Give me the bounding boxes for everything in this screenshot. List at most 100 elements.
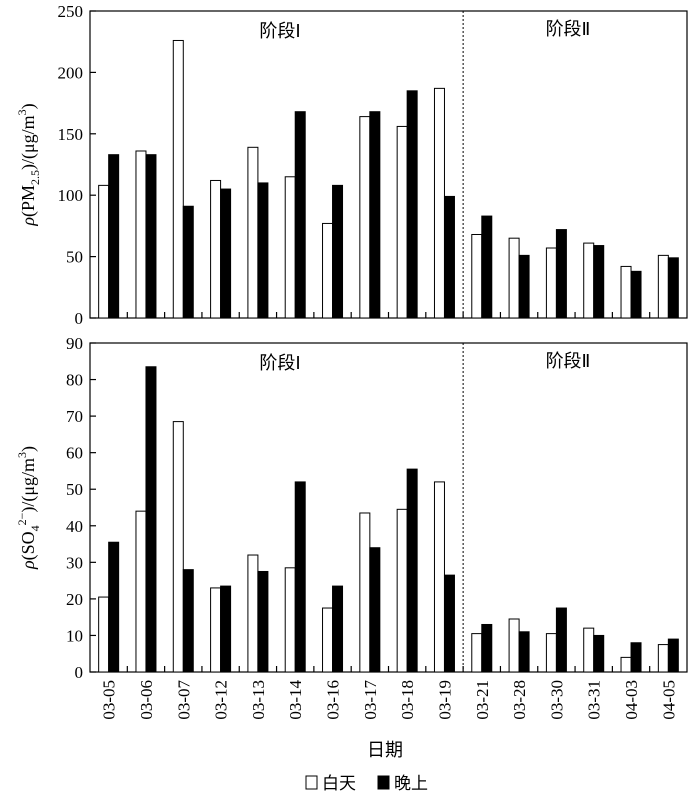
bar-night-03-30 <box>555 229 567 319</box>
x-tick-label: 03-16 <box>324 680 343 720</box>
bar-night-03-30 <box>555 607 567 673</box>
bar-night-03-18 <box>406 468 418 673</box>
x-tick-label: 03-18 <box>398 680 417 720</box>
bar-day-03-06 <box>135 150 147 319</box>
x-tick-label: 03-06 <box>137 680 156 720</box>
bar-night-03-28 <box>518 631 530 673</box>
x-axis-label: 日期 <box>367 740 403 761</box>
bar-day-03-31 <box>583 627 595 673</box>
bar-day-03-12 <box>210 179 222 319</box>
bar-night-04-05 <box>667 257 679 319</box>
phase-label-1: 阶段Ⅰ <box>259 353 300 374</box>
y-tick-label: 80 <box>66 371 83 390</box>
bar-day-03-28 <box>508 618 520 673</box>
bar-night-03-19 <box>443 195 455 319</box>
bar-day-04-03 <box>620 265 632 319</box>
bar-day-03-19 <box>433 87 445 319</box>
bar-day-03-17 <box>359 116 371 319</box>
bar-night-03-18 <box>406 90 418 319</box>
bar-day-03-16 <box>322 607 334 673</box>
x-tick-label: 03-28 <box>510 680 529 720</box>
bar-day-03-12 <box>210 587 222 673</box>
phase-label-1: 阶段Ⅰ <box>259 21 300 42</box>
bar-night-04-03 <box>630 642 642 673</box>
bar-night-03-14 <box>294 111 306 319</box>
y-tick-label: 40 <box>66 517 83 536</box>
y-tick-label: 250 <box>58 2 84 21</box>
bar-day-03-06 <box>135 510 147 673</box>
bar-night-04-05 <box>667 638 679 673</box>
bar-day-03-07 <box>172 421 184 673</box>
bar-day-03-13 <box>247 554 259 673</box>
x-tick-label: 03-12 <box>212 680 231 720</box>
bar-night-04-03 <box>630 270 642 319</box>
bar-night-03-31 <box>593 245 605 319</box>
legend-label-2: 晚上 <box>394 774 428 794</box>
chart-panel-2: 0 10 20 30 40 50 60 70 80 90 阶段Ⅰ 阶段Ⅱ 03-05 03-06 03-07… <box>15 334 688 720</box>
bar-day-03-05 <box>98 184 110 319</box>
bar-day-03-31 <box>583 242 595 319</box>
x-tick-label: 03-13 <box>249 680 268 720</box>
bar-night-03-17 <box>369 547 381 673</box>
legend-swatch-1 <box>305 775 318 790</box>
bar-day-03-07 <box>172 39 184 319</box>
x-tick-label: 03-21 <box>473 680 492 720</box>
bar-day-03-30 <box>545 633 557 673</box>
x-tick-label: 03-05 <box>100 680 119 720</box>
bar-day-03-16 <box>322 222 334 319</box>
y-tick-label: 70 <box>66 407 83 426</box>
bar-night-03-12 <box>220 585 232 673</box>
y-tick-label: 200 <box>58 63 84 82</box>
phase-label-2: 阶段Ⅱ <box>546 19 591 40</box>
bar-night-03-16 <box>332 585 344 673</box>
phase-label-2: 阶段Ⅱ <box>546 351 591 372</box>
bar-night-03-21 <box>481 623 493 673</box>
bar-day-03-13 <box>247 146 259 319</box>
y-tick-label: 100 <box>58 186 84 205</box>
x-tick-label: 03-31 <box>585 680 604 720</box>
y-tick-label: 20 <box>66 590 83 609</box>
y-tick-label: 50 <box>66 248 83 267</box>
bar-night-03-17 <box>369 111 381 319</box>
legend-label-1: 白天 <box>322 774 356 794</box>
x-tick-label: 03-14 <box>286 680 305 720</box>
bar-day-03-30 <box>545 247 557 319</box>
bar-day-03-21 <box>471 233 483 319</box>
bar-day-03-17 <box>359 512 371 673</box>
y-tick-label: 150 <box>58 125 84 144</box>
bar-day-03-05 <box>98 596 110 673</box>
bar-night-03-28 <box>518 254 530 319</box>
y-tick-label: 0 <box>75 663 84 682</box>
y-axis-label: ρ(PM2.5)/(μg/m3) <box>15 103 42 226</box>
y-tick-label: 50 <box>66 480 83 499</box>
bar-night-03-05 <box>108 154 120 319</box>
y-tick-label: 10 <box>66 626 83 645</box>
bar-night-03-13 <box>257 570 269 673</box>
y-tick-label: 60 <box>66 444 83 463</box>
y-tick-label: 30 <box>66 553 83 572</box>
bar-day-03-14 <box>284 176 296 319</box>
bar-night-03-07 <box>182 205 194 319</box>
bar-day-03-18 <box>396 125 408 319</box>
y-tick-label: 0 <box>75 309 84 328</box>
bar-night-03-21 <box>481 215 493 319</box>
bar-night-03-16 <box>332 184 344 319</box>
bar-night-03-12 <box>220 188 232 319</box>
bar-day-03-18 <box>396 508 408 673</box>
bar-night-03-19 <box>443 574 455 673</box>
y-axis-label: ρ(SO42−)/(μg/m3) <box>15 446 42 570</box>
bar-night-03-06 <box>145 366 157 673</box>
bar-day-04-03 <box>620 656 632 673</box>
bar-day-04-05 <box>657 254 669 319</box>
x-tick-label: 03-07 <box>174 680 193 720</box>
bar-day-03-14 <box>284 567 296 673</box>
y-tick-label: 90 <box>66 334 83 353</box>
chart-panel-1: 0 50 100 150 200 250 阶段Ⅰ 阶段Ⅱ ρ(PM2.5)/(μg/m3) <box>15 2 688 328</box>
bar-night-03-06 <box>145 154 157 319</box>
x-tick-label: 03-19 <box>435 680 454 720</box>
bar-night-03-14 <box>294 481 306 673</box>
bar-night-03-07 <box>182 569 194 673</box>
legend-swatch-2 <box>377 775 390 790</box>
bar-night-03-05 <box>108 541 120 673</box>
